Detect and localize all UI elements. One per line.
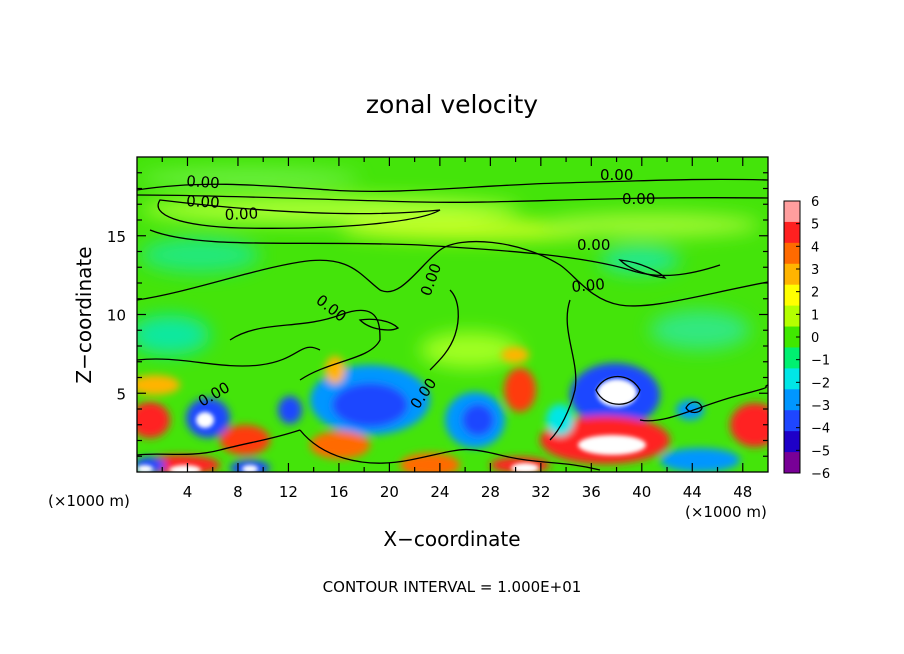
colorbar-tick-label: −4	[811, 422, 830, 437]
contour-label: 0.00	[577, 236, 610, 254]
colorbar-tick-label: −6	[811, 467, 830, 482]
y-tick-label: 15	[107, 228, 126, 246]
colorbar-tick-label: 0	[811, 331, 819, 346]
colorbar-swatch	[784, 242, 800, 265]
colorbar-tick-label: −5	[811, 444, 830, 459]
colorbar-tick-label: 2	[811, 286, 819, 301]
colorbar-tick-label: 3	[811, 263, 819, 278]
colorbar-tick-label: 4	[811, 240, 819, 255]
colorbar-swatch	[784, 389, 800, 411]
colorbar-tick-label: −3	[811, 399, 830, 414]
x-tick-label: 8	[233, 483, 243, 501]
colorbar-swatch	[784, 263, 800, 286]
colorbar-swatch	[784, 284, 800, 307]
colorbar-swatch	[784, 452, 800, 474]
x-axis: 4 8 12 16 20 24 28 32 36 40 44 48	[161, 157, 752, 501]
colorbar-swatch	[784, 326, 800, 348]
x-unit-left: (×1000 m)	[48, 492, 130, 510]
x-tick-label: 16	[329, 483, 348, 501]
y-tick-label: 5	[116, 385, 126, 403]
x-tick-label: 20	[380, 483, 399, 501]
colorbar-swatch	[784, 368, 800, 390]
y-axis-label: Z−coordinate	[72, 246, 96, 383]
contour-label: 0.00	[600, 166, 633, 184]
colorbar-swatch	[784, 431, 800, 453]
x-tick-label: 28	[481, 483, 500, 501]
colorbar-swatch	[784, 201, 800, 223]
colorbar-tick-label: 6	[811, 195, 819, 210]
contour-interval-note: CONTOUR INTERVAL = 1.000E+01	[323, 578, 582, 596]
x-tick-label: 48	[733, 483, 752, 501]
x-unit-right: (×1000 m)	[685, 503, 767, 521]
colorbar-tick-label: 5	[811, 218, 819, 233]
chart-title: zonal velocity	[366, 90, 538, 119]
heatmap-field: 0.00 0.00 0.00 0.00 0.00 0.00 0.00 0.00 …	[137, 157, 768, 472]
x-tick-label: 32	[531, 483, 550, 501]
x-tick-label: 36	[582, 483, 601, 501]
x-tick-label: 40	[632, 483, 651, 501]
contour-lines	[137, 178, 768, 471]
contour-label: 0.00	[622, 190, 655, 208]
contour-label: 0.00	[186, 192, 220, 212]
x-tick-label: 24	[430, 483, 449, 501]
colorbar-swatch	[784, 410, 800, 432]
colorbar-tick-label: −2	[811, 376, 830, 391]
x-tick-label: 4	[183, 483, 193, 501]
colorbar-swatch	[784, 305, 800, 328]
y-tick-label: 10	[107, 307, 126, 325]
colorbar-swatch	[784, 347, 800, 369]
x-tick-label: 12	[279, 483, 298, 501]
colorbar-swatch	[784, 221, 800, 244]
x-tick-label: 44	[683, 483, 702, 501]
colorbar-tick-label: −1	[811, 354, 830, 369]
y-axis: 5 10 15	[107, 172, 768, 457]
contour-label: 0.00	[571, 275, 606, 296]
x-axis-label: X−coordinate	[383, 527, 520, 551]
colorbar-tick-label: 1	[811, 308, 819, 323]
contour-label: 0.00	[224, 204, 258, 224]
colorbar: 6 5 4 3 2 1 0 −1 −2 −3 −4 −5 −6	[783, 195, 830, 482]
contour-label: 0.00	[186, 172, 221, 192]
